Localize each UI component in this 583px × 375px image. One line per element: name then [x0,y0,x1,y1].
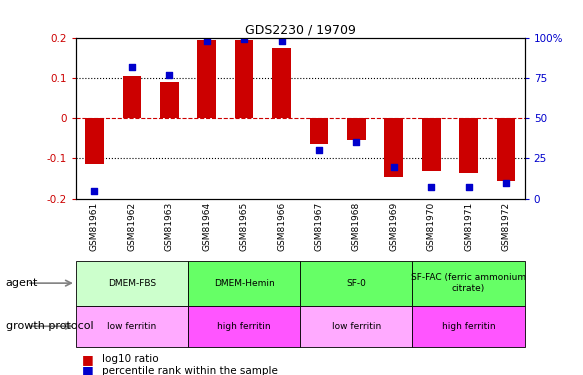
Text: agent: agent [6,278,38,288]
Point [464,184,473,190]
Bar [497,118,515,181]
Point [164,72,174,78]
Bar [76,261,188,306]
Bar [272,48,291,118]
Point [389,164,398,170]
Text: DMEM-Hemin: DMEM-Hemin [214,279,275,288]
Text: growth protocol: growth protocol [6,321,93,331]
Bar [412,306,525,347]
Point [277,38,286,44]
Bar [459,118,478,172]
Bar [300,261,412,306]
Bar [188,306,300,347]
Text: high ferritin: high ferritin [217,322,271,331]
Bar [160,82,178,118]
Bar [347,118,366,140]
Point [202,38,212,44]
Point [90,188,99,194]
Bar [412,261,525,306]
Text: percentile rank within the sample: percentile rank within the sample [102,366,278,375]
Text: low ferritin: low ferritin [332,322,381,331]
Point [314,147,324,153]
Bar [188,261,300,306]
Bar [300,306,412,347]
Bar [85,118,104,165]
Text: SF-0: SF-0 [346,279,366,288]
Title: GDS2230 / 19709: GDS2230 / 19709 [245,23,356,36]
Bar [235,39,254,118]
Bar [384,118,403,177]
Text: SF-FAC (ferric ammonium
citrate): SF-FAC (ferric ammonium citrate) [411,273,526,293]
Bar [198,39,216,118]
Text: DMEM-FBS: DMEM-FBS [108,279,156,288]
Bar [422,118,441,171]
Point [427,184,436,190]
Bar [310,118,328,144]
Point [240,36,249,42]
Point [352,140,361,146]
Text: log10 ratio: log10 ratio [102,354,159,364]
Text: low ferritin: low ferritin [107,322,156,331]
Point [501,180,511,186]
Text: ■: ■ [82,364,93,375]
Point [127,63,136,69]
Text: high ferritin: high ferritin [442,322,496,331]
Bar [76,306,188,347]
Bar [122,76,141,118]
Text: ■: ■ [82,353,93,366]
